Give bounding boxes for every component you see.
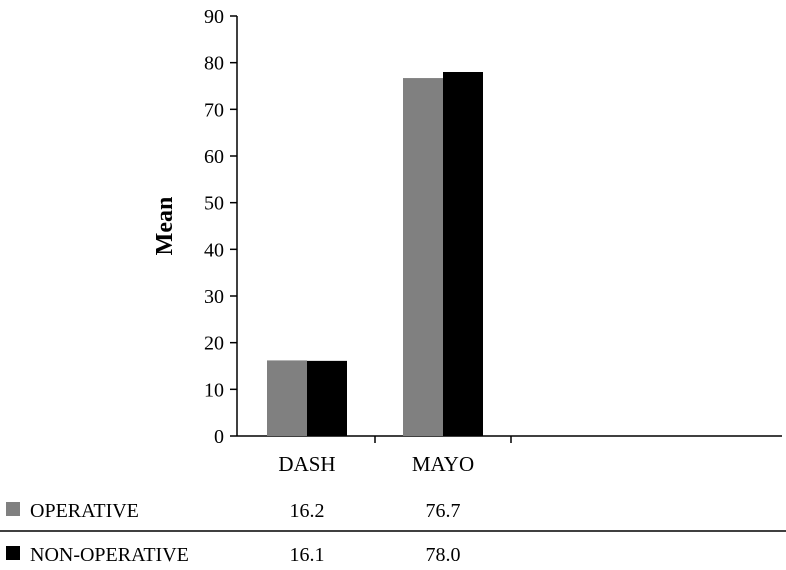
category-label: MAYO: [412, 452, 474, 476]
table-cell: 16.2: [290, 500, 325, 522]
y-tick-label: 90: [204, 6, 224, 28]
y-tick-label: 40: [204, 239, 224, 261]
y-tick-label: 10: [204, 379, 224, 401]
bar-dash-operative: [267, 360, 307, 436]
bar-mayo-operative: [403, 78, 443, 437]
y-tick-label: 60: [204, 146, 224, 168]
legend-swatch-non-operative: [6, 546, 20, 560]
y-tick-label: 80: [204, 53, 224, 75]
bars: [267, 72, 483, 437]
y-tick-label: 70: [204, 99, 224, 121]
y-tick-label: 20: [204, 333, 224, 355]
table-row-label: NON-OPERATIVE: [30, 544, 189, 566]
table-row-label: OPERATIVE: [30, 500, 139, 522]
y-axis-label: Mean: [152, 197, 178, 256]
table-cell: 76.7: [426, 500, 461, 522]
table-cell: 78.0: [426, 544, 461, 566]
y-tick-label: 0: [214, 426, 224, 448]
x-axis-category-labels: DASH MAYO: [278, 452, 474, 476]
legend-swatch-operative: [6, 502, 20, 516]
category-label: DASH: [278, 452, 335, 476]
y-axis-ticks: 0 10 20 30 40 50 60 70 80 90: [204, 6, 237, 448]
data-table: OPERATIVE 16.2 76.7 NON-OPERATIVE 16.1 78.0: [0, 500, 786, 566]
y-tick-label: 50: [204, 193, 224, 215]
bar-mayo-non-operative: [443, 72, 483, 436]
y-tick-label: 30: [204, 286, 224, 308]
table-cell: 16.1: [290, 544, 325, 566]
bar-dash-non-operative: [307, 360, 347, 436]
